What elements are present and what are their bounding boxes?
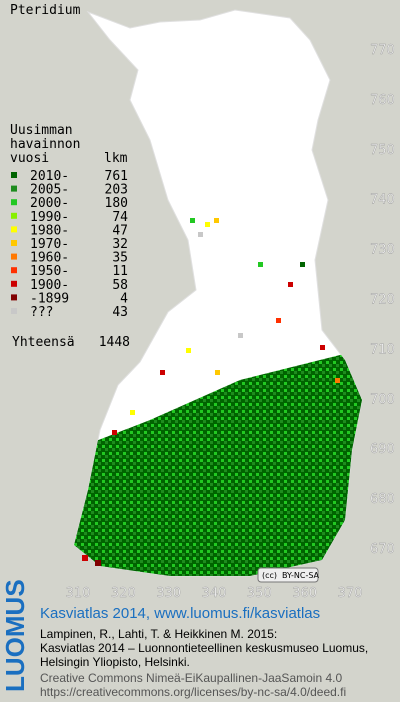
legend-label: 1970-	[30, 237, 69, 252]
legend-label: 1990-	[30, 210, 69, 225]
legend-count-header: lkm	[104, 151, 128, 166]
legend-count: 761	[105, 169, 128, 184]
legend-count: 58	[112, 278, 128, 293]
legend-label: 2005-	[30, 183, 69, 198]
cc-mark: (cc)	[262, 571, 277, 580]
scattered-observations	[82, 218, 340, 566]
footer-heading: Kasviatlas 2014, www.luomus.fi/kasviatla…	[40, 605, 320, 622]
legend-label: 1900-	[30, 278, 69, 293]
citation-line: Helsingin Yliopisto, Helsinki.	[40, 655, 190, 669]
logo: LUOMUS	[0, 579, 30, 692]
legend-swatch	[11, 253, 17, 260]
license-badge-text: BY-NC-SA	[282, 571, 320, 580]
license-badge	[257, 567, 319, 583]
y-coordinate-label: 770	[370, 43, 395, 58]
legend-label: 2000-	[30, 196, 69, 211]
legend-header: havainnon	[10, 137, 80, 152]
legend-header: vuosi	[10, 151, 49, 166]
x-coordinate-label: 310	[66, 586, 91, 601]
y-coordinate-label: 700	[370, 392, 395, 407]
observation-area	[74, 350, 362, 576]
legend-swatch	[11, 294, 17, 301]
legend-swatch	[11, 212, 17, 219]
license-line: Creative Commons Nimeä-EiKaupallinen-Jaa…	[40, 671, 342, 685]
y-coordinate-label: 720	[370, 293, 395, 308]
total-count: 1448	[99, 335, 130, 350]
legend-swatch	[11, 199, 17, 206]
y-coordinate-label: 760	[370, 93, 395, 108]
title: Pteridium	[10, 3, 81, 18]
legend-count: 180	[105, 196, 128, 211]
legend-header: Uusimman	[10, 123, 73, 138]
legend-count: 203	[105, 183, 128, 198]
legend-count: 35	[112, 251, 128, 266]
x-coordinate-label: 350	[247, 586, 272, 601]
legend-count: 4	[120, 291, 128, 306]
license-line: https://creativecommons.org/licenses/by-…	[40, 685, 346, 699]
legend-swatch	[11, 185, 17, 192]
y-coordinate-label: 750	[370, 143, 395, 158]
legend-label: 1960-	[30, 251, 69, 266]
legend-swatch	[11, 226, 17, 233]
x-coordinate-label: 340	[202, 586, 227, 601]
y-coordinate-label: 680	[370, 492, 395, 507]
legend-swatch	[11, 240, 17, 246]
x-coordinate-label: 360	[292, 586, 317, 601]
y-coordinate-label: 710	[370, 342, 395, 357]
legend-swatch	[11, 280, 17, 287]
y-coordinate-label: 730	[370, 243, 395, 258]
citation-line: Kasviatlas 2014 – Luonnontieteellinen ke…	[40, 641, 368, 655]
legend-label: ???	[30, 305, 53, 320]
legend-label: -1899	[30, 291, 69, 306]
legend-label: 1980-	[30, 223, 69, 238]
legend-swatch	[11, 308, 17, 314]
legend-swatch	[11, 267, 17, 274]
legend-label: 2010-	[30, 169, 69, 184]
legend-count: 47	[112, 223, 128, 238]
legend-count: 32	[112, 237, 128, 252]
citation-line: Lampinen, R., Lahti, T. & Heikkinen M. 2…	[40, 627, 277, 641]
legend-swatch	[11, 172, 17, 178]
y-coordinate-label: 670	[370, 542, 395, 557]
legend-label: 1950-	[30, 264, 69, 279]
x-coordinate-label: 330	[156, 586, 181, 601]
legend-count: 43	[112, 305, 128, 320]
x-coordinate-label: 370	[338, 586, 363, 601]
legend-count: 74	[112, 210, 128, 225]
total-label: Yhteensä	[12, 335, 75, 350]
x-coordinate-label: 320	[111, 586, 136, 601]
y-coordinate-label: 740	[370, 193, 395, 208]
y-coordinate-label: 690	[370, 442, 395, 457]
legend-count: 11	[112, 264, 128, 279]
